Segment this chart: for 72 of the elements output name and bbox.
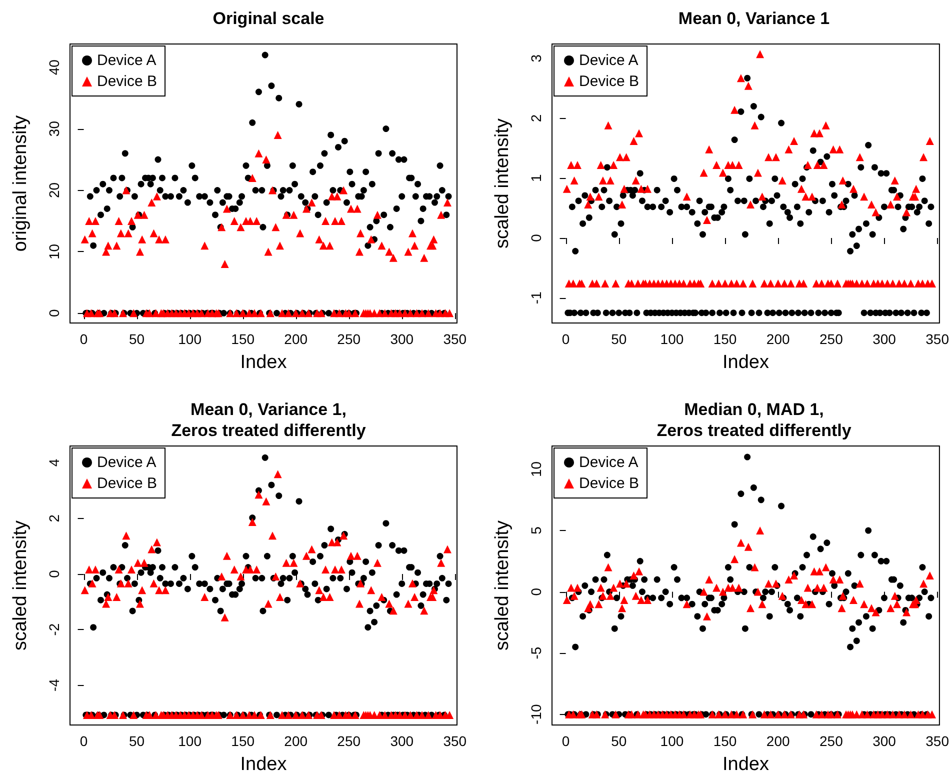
y-tick-label: 0 [46,570,62,578]
y-tick-label: -2 [46,623,62,636]
x-tick-label: 350 [443,331,467,347]
legend-label: Device A [97,52,156,69]
y-axis-title: scaled intensity [492,118,513,248]
y-axis-title: scaled intensity [492,520,513,650]
x-tick-label: 200 [766,733,790,749]
x-tick-label: 300 [390,331,414,347]
x-tick-label: 150 [713,331,737,347]
legend-label: Device B [97,73,158,90]
x-tick-label: 0 [80,331,88,347]
x-tick-label: 100 [178,331,202,347]
x-axis-title: Index [722,352,770,373]
y-tick-label: 4 [46,458,62,467]
x-tick-label: 250 [337,331,361,347]
x-tick-label: 250 [337,733,361,749]
x-axis-title: Index [240,754,288,775]
legend-label: Device B [97,475,158,492]
x-tick-label: 100 [660,733,684,749]
x-axis-title: Index [240,352,288,373]
y-tick-label: 10 [46,244,62,260]
y-tick-label: -1 [528,291,544,304]
x-tick-label: 200 [766,331,790,347]
x-tick-label: 0 [562,331,570,347]
x-tick-label: 200 [284,331,308,347]
x-tick-label: 50 [129,331,145,347]
y-tick-label: 0 [528,234,544,242]
y-tick-label: 10 [528,461,544,478]
y-tick-label: -10 [528,704,544,724]
legend-label: Device A [579,454,638,471]
x-tick-label: 250 [819,733,844,749]
y-axis-title: original intensity [10,114,31,252]
y-tick-label: 20 [46,182,62,198]
y-tick-label: 3 [528,54,544,62]
y-tick-label: 1 [528,174,544,182]
y-tick-label: -4 [46,678,62,692]
x-tick-label: 50 [611,331,627,347]
x-tick-label: 150 [713,733,737,749]
y-tick-label: 5 [528,526,544,534]
chart-title: Mean 0, Variance 1, Zeros treated differently [171,400,366,440]
legend-label: Device B [579,475,640,492]
y-axis-title: scaled intensity [10,520,31,650]
y-tick-label: 40 [46,59,62,76]
legend-label: Device A [579,52,638,69]
y-tick-label: -5 [528,646,544,660]
x-tick-label: 350 [926,331,950,347]
x-tick-label: 100 [178,733,202,749]
x-tick-label: 200 [284,733,308,749]
y-tick-label: 2 [528,114,544,122]
legend-label: Device B [579,73,640,90]
x-tick-label: 50 [611,733,627,749]
x-tick-label: 0 [80,733,88,749]
y-tick-label: 30 [46,120,62,137]
chart-title: Median 0, MAD 1, Zeros treated differently [656,400,852,440]
x-tick-label: 350 [926,733,950,749]
x-tick-label: 50 [129,733,145,749]
x-tick-label: 300 [872,733,896,749]
chart-title: Original scale [212,9,324,28]
x-tick-label: 300 [872,331,896,347]
x-tick-label: 100 [660,331,684,347]
chart-title: Mean 0, Variance 1 [678,9,830,28]
y-tick-label: 0 [528,588,544,596]
y-tick-label: 2 [46,514,62,522]
x-tick-label: 350 [443,733,467,749]
legend-label: Device A [97,454,156,471]
y-tick-label: 0 [46,309,62,318]
x-tick-label: 250 [819,331,844,347]
x-tick-label: 150 [231,331,255,347]
x-axis-title: Index [722,754,770,775]
x-tick-label: 0 [562,733,570,749]
x-tick-label: 300 [390,733,414,749]
x-tick-label: 150 [231,733,255,749]
